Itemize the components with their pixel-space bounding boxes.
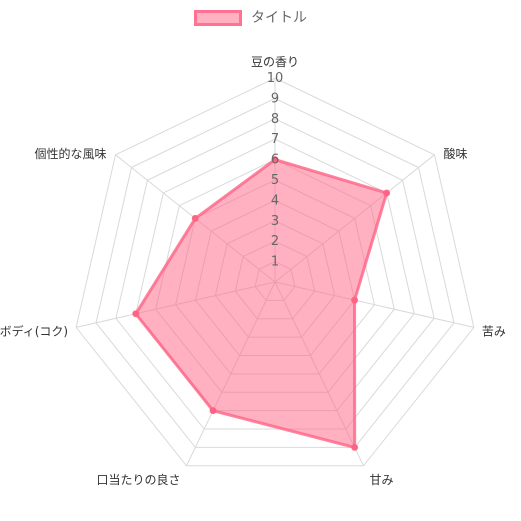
axis-label: 豆の香り [251, 55, 299, 69]
data-point [132, 310, 140, 318]
tick-label: 5 [271, 173, 279, 188]
data-point [271, 156, 279, 164]
axis-label: 甘み [370, 473, 394, 487]
axis-label: 個性的な風味 [34, 146, 106, 161]
axis-label: 苦み [482, 324, 506, 338]
tick-label: 2 [271, 234, 279, 249]
axis-label: 口当たりの良さ [96, 472, 180, 487]
tick-label: 4 [271, 193, 279, 208]
data-point [383, 189, 391, 197]
tick-label: 9 [271, 91, 279, 106]
legend-label: タイトル [251, 10, 307, 26]
axis-label: ボディ(コク) [0, 323, 68, 338]
series-area [133, 157, 389, 450]
grid-ring [115, 118, 435, 430]
axis-label: 酸味 [443, 146, 467, 161]
grid-ring [75, 77, 475, 467]
data-point [209, 407, 217, 415]
tick-label: 10 [267, 71, 284, 86]
tick-label: 8 [271, 112, 279, 127]
tick-label: 7 [271, 132, 279, 147]
tick-label: 3 [271, 214, 279, 229]
grid-ring [95, 97, 455, 448]
legend-swatch[interactable] [194, 10, 242, 26]
data-point [191, 214, 199, 222]
tick-label: 1 [271, 255, 279, 270]
data-point [351, 296, 359, 304]
data-point [351, 443, 359, 451]
tick-label: 6 [271, 153, 279, 168]
